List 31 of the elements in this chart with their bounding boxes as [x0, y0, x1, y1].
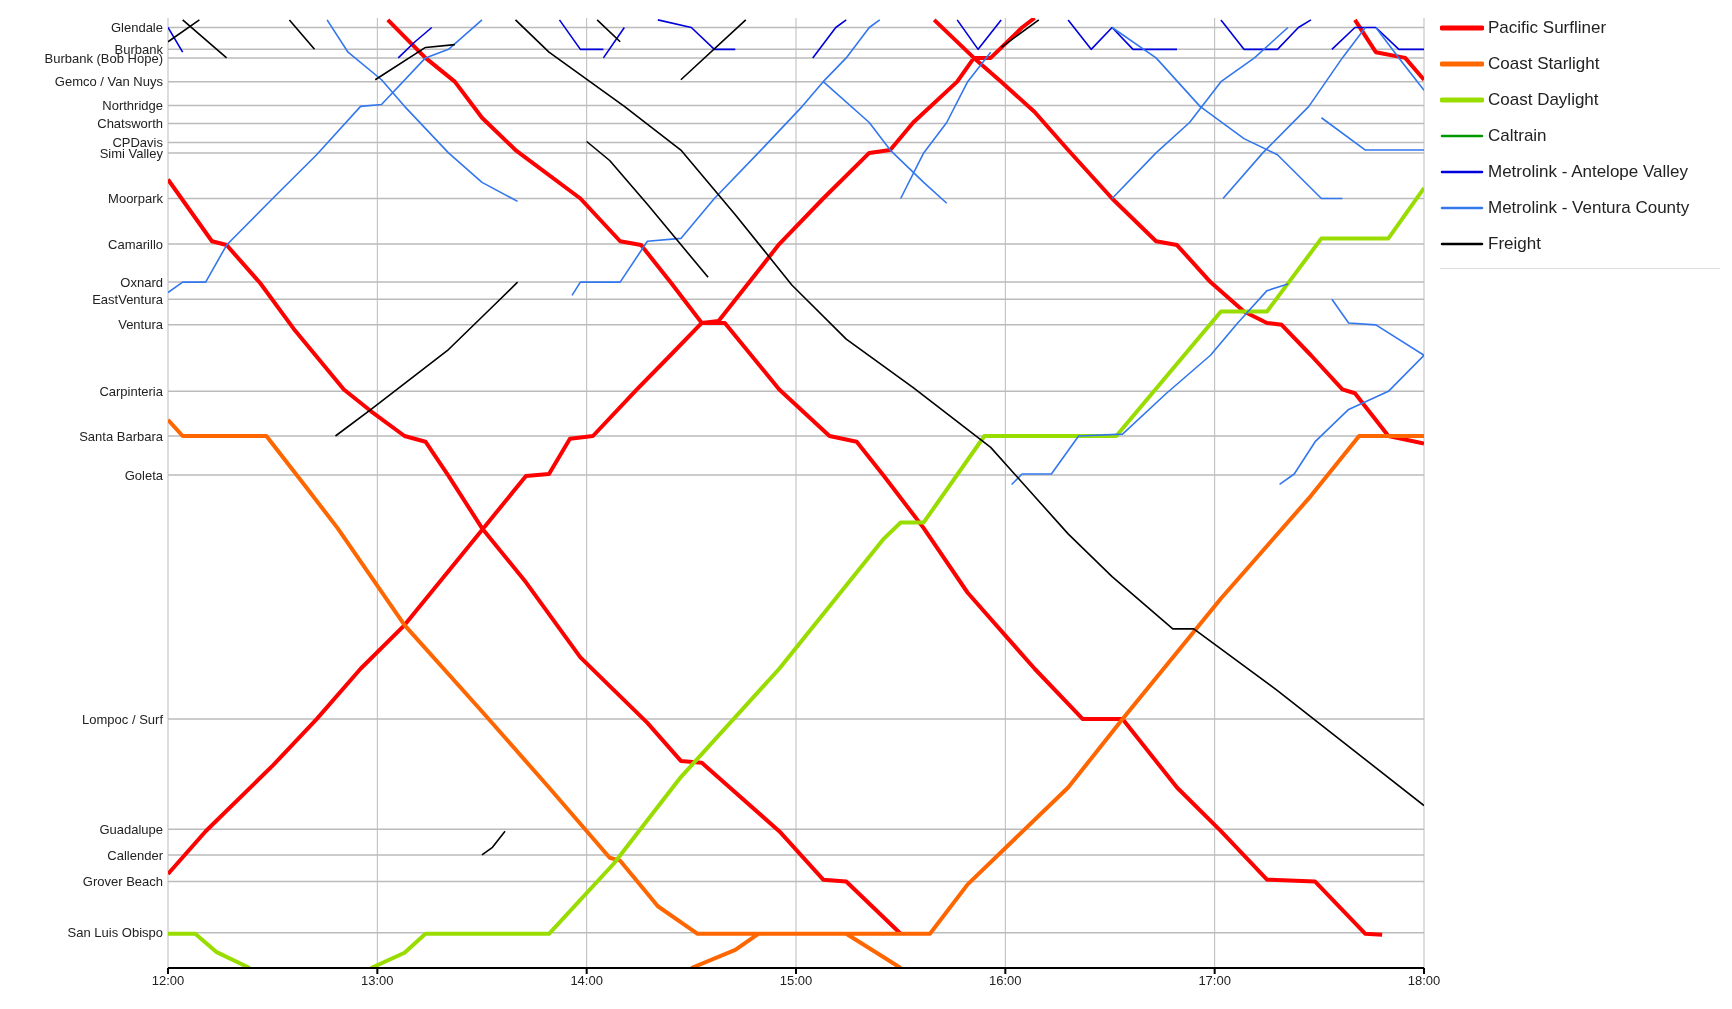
x-tick-label: 13:00 — [361, 973, 394, 989]
x-tick-label: 14:00 — [570, 973, 603, 989]
ref-line-label: Glendale — [110, 20, 163, 36]
legend-label: Metrolink - Ventura County — [1488, 198, 1690, 218]
x-tick-label: 17:00 — [1198, 973, 1231, 989]
ref-line-label: Lompoc / Surf — [82, 711, 164, 727]
x-tick-label: 18:00 — [1407, 973, 1441, 989]
ref-line-label: Grover Beach — [82, 874, 163, 890]
ref-line-label: Ventura — [118, 317, 164, 333]
x-tick-label: 16:00 — [989, 973, 1022, 989]
ref-line-label: Camarillo — [108, 236, 163, 252]
legend-label: Coast Daylight — [1488, 90, 1599, 110]
ref-line-label: Goleta — [124, 467, 164, 483]
x-tick-label: 15:00 — [779, 973, 813, 989]
legend-label: Caltrain — [1488, 126, 1547, 146]
x-tick-label: 12:00 — [151, 973, 185, 989]
ref-line-label: Santa Barbara — [79, 428, 164, 444]
legend-label: Coast Starlight — [1488, 54, 1600, 74]
legend-label: Freight — [1488, 234, 1541, 254]
ref-line-label: Guadalupe — [99, 821, 163, 837]
legend-label: Pacific Surfliner — [1488, 18, 1607, 38]
ref-line-label: Callender — [107, 847, 164, 863]
ref-line-label: Gemco / Van Nuys — [54, 74, 164, 90]
ref-line-label: San Luis Obispo — [67, 925, 163, 941]
ref-line-label: Moorpark — [108, 191, 164, 207]
ref-line-label: Northridge — [102, 98, 163, 114]
ref-line-label: Oxnard — [120, 274, 163, 290]
ref-line-label: Carpinteria — [99, 383, 164, 399]
ref-line-label: EastVentura — [92, 291, 164, 307]
legend-label: Metrolink - Antelope Valley — [1488, 162, 1689, 182]
ref-line-label: Chatsworth — [97, 116, 163, 132]
